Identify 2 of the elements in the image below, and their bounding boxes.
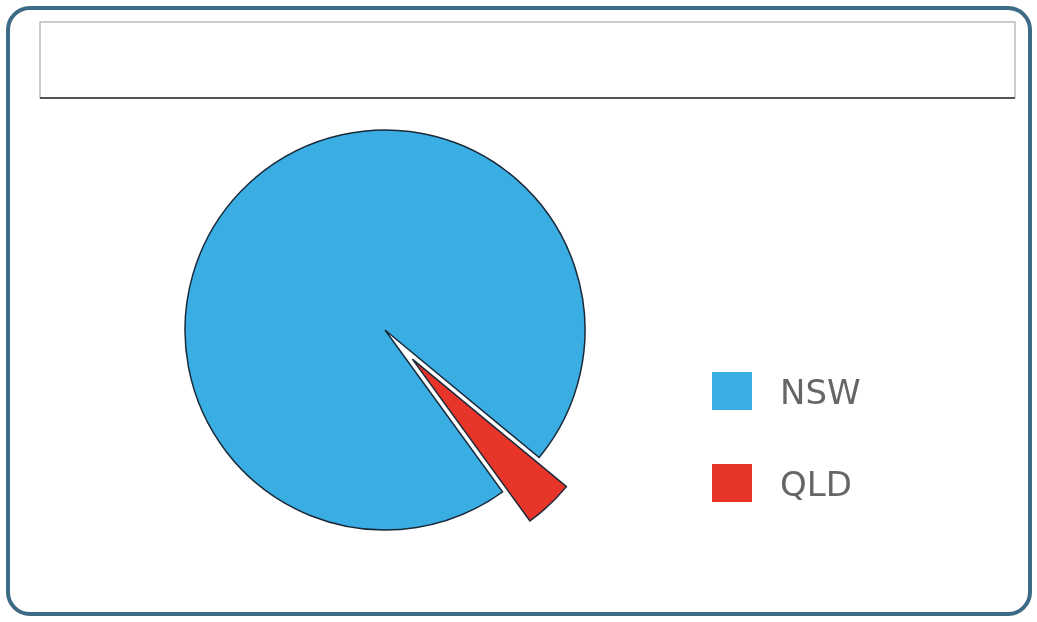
legend-label: QLD [780, 464, 852, 504]
legend-label: NSW [780, 372, 861, 412]
